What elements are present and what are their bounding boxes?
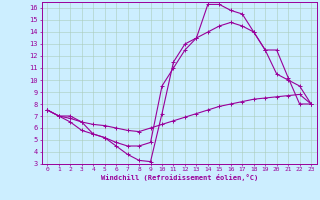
X-axis label: Windchill (Refroidissement éolien,°C): Windchill (Refroidissement éolien,°C): [100, 174, 258, 181]
